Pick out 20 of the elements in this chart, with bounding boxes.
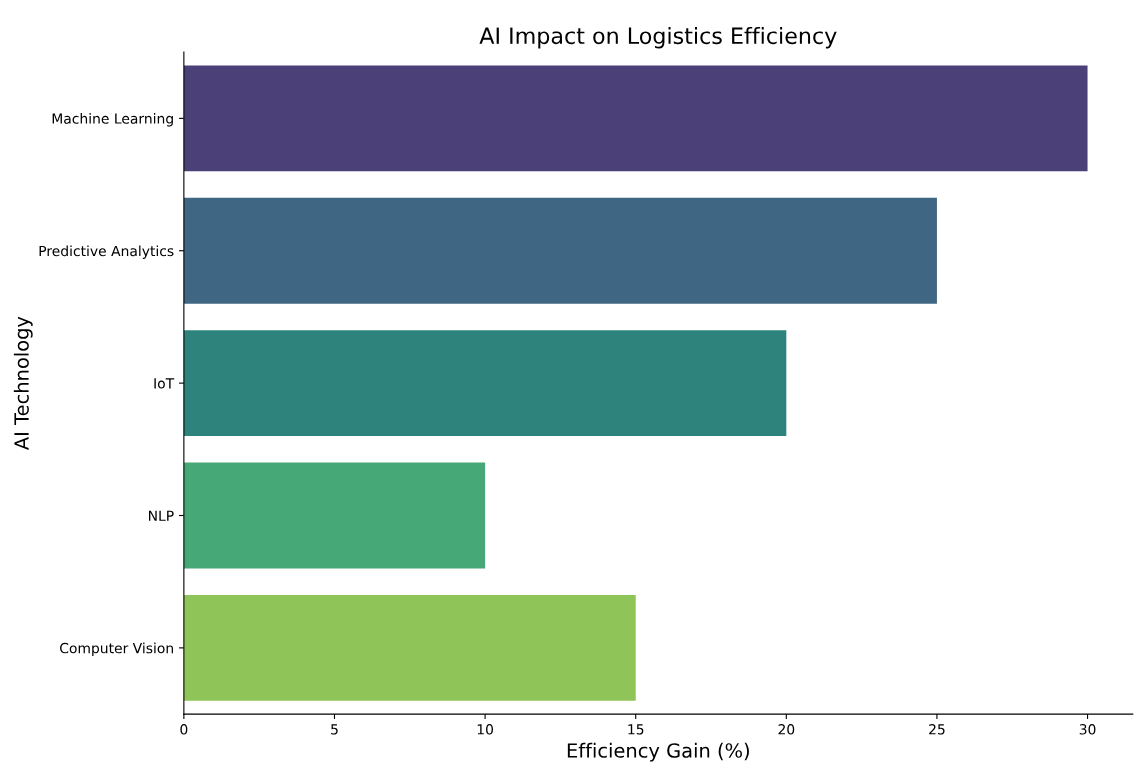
bar: [183, 330, 787, 437]
x-tick-label: 25: [929, 724, 945, 735]
bar: [183, 594, 636, 701]
x-tick-label: 30: [1079, 724, 1096, 735]
y-tick-label: Machine Learning: [52, 113, 173, 127]
x-tick-label: 0: [180, 724, 188, 735]
x-tick-label: 5: [331, 724, 338, 735]
y-tick-label: Predictive Analytics: [39, 245, 174, 259]
x-axis-title: Efficiency Gain (%): [567, 742, 749, 762]
y-tick-label: NLP: [149, 510, 174, 521]
chart-title: AI Impact on Logistics Efficiency: [479, 26, 837, 49]
y-axis-title: AI Technology: [13, 316, 33, 451]
x-tick-label: 10: [477, 724, 494, 735]
y-tick-label: Computer Vision: [60, 642, 173, 657]
x-tick-label: 15: [628, 724, 644, 735]
x-tick-label: 20: [778, 724, 795, 735]
bar: [183, 65, 1088, 172]
y-tick-label: IoT: [154, 378, 175, 389]
bar: [183, 197, 937, 304]
bar: [183, 462, 486, 569]
